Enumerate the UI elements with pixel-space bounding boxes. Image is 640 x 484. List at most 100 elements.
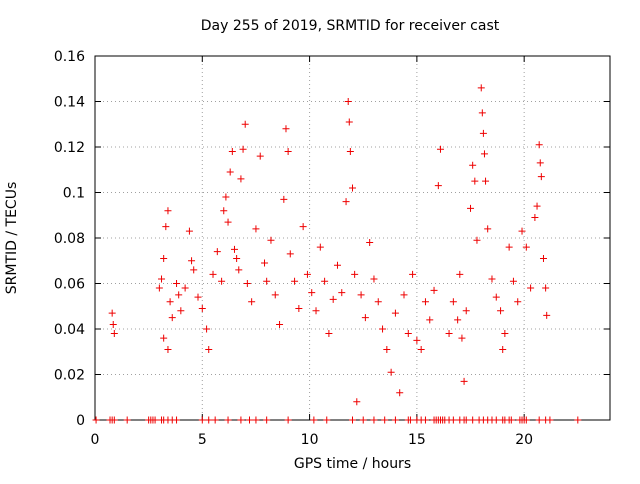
data-point — [469, 161, 477, 169]
data-point — [531, 214, 539, 222]
data-point — [396, 389, 404, 397]
data-point — [539, 254, 547, 262]
data-point — [349, 184, 356, 192]
data-point — [239, 145, 247, 153]
data-point — [252, 416, 260, 424]
data-point — [507, 416, 515, 424]
data-point — [246, 416, 253, 424]
data-point — [303, 270, 311, 278]
data-point — [509, 277, 517, 285]
data-point — [211, 416, 219, 424]
data-point — [406, 416, 414, 424]
data-point — [477, 84, 485, 92]
data-point — [310, 416, 318, 424]
data-point — [220, 207, 228, 215]
plot-frame — [94, 55, 611, 421]
data-point — [434, 182, 442, 190]
data-point — [333, 261, 341, 269]
data-point — [173, 416, 181, 424]
data-point — [198, 416, 206, 424]
data-point — [284, 148, 292, 156]
data-point — [109, 320, 117, 328]
data-point — [527, 284, 535, 292]
data-point — [237, 416, 245, 424]
data-point — [329, 295, 337, 303]
data-point — [484, 225, 492, 233]
data-point — [261, 259, 269, 267]
data-point — [400, 291, 408, 299]
data-point — [209, 270, 217, 278]
data-point — [391, 309, 399, 317]
data-point — [177, 307, 185, 315]
data-point — [286, 250, 294, 258]
data-point — [164, 345, 172, 353]
data-point — [460, 377, 468, 385]
data-point — [349, 416, 356, 424]
data-point — [473, 236, 481, 244]
data-point — [479, 129, 487, 137]
data-point — [497, 307, 505, 315]
data-point — [151, 416, 159, 424]
data-point — [413, 336, 421, 344]
data-point — [243, 280, 251, 287]
data-point — [458, 334, 466, 342]
data-point — [417, 345, 425, 353]
data-point — [449, 298, 457, 306]
data-point — [391, 416, 399, 424]
data-point — [108, 309, 116, 317]
data-point — [280, 195, 288, 203]
data-point — [535, 141, 543, 149]
data-point — [185, 227, 193, 235]
data-point — [248, 298, 256, 306]
x-tick-label: 5 — [198, 432, 207, 448]
data-point — [205, 345, 213, 353]
data-point — [323, 416, 331, 424]
data-point — [469, 416, 477, 424]
data-point — [230, 245, 238, 253]
data-point — [359, 416, 367, 424]
data-point — [228, 148, 236, 156]
data-point — [478, 109, 486, 117]
data-point — [471, 177, 479, 185]
data-point — [271, 291, 279, 299]
data-point — [252, 225, 260, 233]
data-point — [291, 277, 299, 285]
data-point — [241, 120, 249, 128]
y-tick-label: 0.04 — [54, 322, 85, 338]
data-point — [224, 218, 232, 226]
data-point — [488, 275, 496, 283]
data-point — [194, 293, 202, 301]
x-axis-label: GPS time / hours — [293, 456, 412, 472]
data-point — [426, 316, 434, 324]
data-point — [536, 159, 544, 167]
data-point — [155, 284, 163, 292]
y-tick-label: 0.06 — [54, 277, 85, 293]
data-point — [344, 98, 352, 105]
data-point — [162, 223, 170, 231]
data-point — [299, 223, 307, 231]
data-point — [158, 275, 166, 283]
y-tick-label: 0.14 — [54, 95, 85, 111]
data-point — [574, 416, 582, 424]
data-point — [188, 257, 196, 265]
data-point — [546, 416, 554, 424]
data-point — [203, 325, 211, 333]
data-point — [295, 305, 303, 313]
data-point — [514, 298, 522, 306]
data-point — [263, 416, 271, 424]
x-tick-label: 0 — [91, 432, 100, 448]
data-point — [321, 277, 329, 285]
data-point — [462, 307, 470, 315]
data-point — [181, 284, 189, 292]
data-point — [379, 325, 387, 333]
data-point — [421, 416, 429, 424]
data-point — [284, 416, 292, 424]
data-point — [430, 286, 438, 294]
data-point — [482, 177, 490, 185]
data-point — [505, 243, 513, 251]
data-point — [492, 293, 500, 301]
y-tick-label: 0.1 — [63, 186, 85, 202]
data-point — [456, 270, 464, 278]
y-tick-label: 0.02 — [54, 368, 85, 384]
